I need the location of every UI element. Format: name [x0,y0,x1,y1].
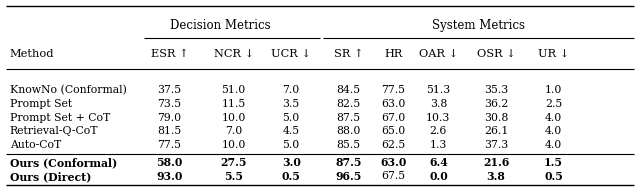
Text: 67.0: 67.0 [381,113,406,123]
Text: 93.0: 93.0 [156,171,183,182]
Text: 1.0: 1.0 [545,85,563,95]
Text: 1.3: 1.3 [429,140,447,150]
Text: 81.5: 81.5 [157,126,182,136]
Text: 5.0: 5.0 [283,140,300,150]
Text: 36.2: 36.2 [484,99,508,109]
Text: Ours (Conformal): Ours (Conformal) [10,157,117,168]
Text: 4.0: 4.0 [545,140,562,150]
Text: 82.5: 82.5 [337,99,361,109]
Text: 37.3: 37.3 [484,140,508,150]
Text: 77.5: 77.5 [157,140,182,150]
Text: 6.4: 6.4 [429,157,448,168]
Text: 65.0: 65.0 [381,126,406,136]
Text: ESR ↑: ESR ↑ [151,49,188,59]
Text: 7.0: 7.0 [283,85,300,95]
Text: 11.5: 11.5 [221,99,246,109]
Text: Ours (Direct): Ours (Direct) [10,171,91,182]
Text: 63.0: 63.0 [380,157,407,168]
Text: NCR ↓: NCR ↓ [214,49,253,59]
Text: 88.0: 88.0 [337,126,361,136]
Text: 21.6: 21.6 [483,157,509,168]
Text: Method: Method [10,49,54,59]
Text: 51.0: 51.0 [221,85,246,95]
Text: 4.5: 4.5 [283,126,300,136]
Text: 1.5: 1.5 [544,157,563,168]
Text: System Metrics: System Metrics [432,19,525,32]
Text: 3.8: 3.8 [486,171,506,182]
Text: OAR ↓: OAR ↓ [419,49,458,59]
Text: SR ↑: SR ↑ [334,49,364,59]
Text: 5.5: 5.5 [224,171,243,182]
Text: UCR ↓: UCR ↓ [271,49,311,59]
Text: 84.5: 84.5 [337,85,361,95]
Text: 10.0: 10.0 [221,113,246,123]
Text: 51.3: 51.3 [426,85,451,95]
Text: 3.8: 3.8 [429,99,447,109]
Text: UR ↓: UR ↓ [538,49,569,59]
Text: Auto-CoT: Auto-CoT [10,140,61,150]
Text: 77.5: 77.5 [381,85,406,95]
Text: 4.0: 4.0 [545,126,562,136]
Text: 96.5: 96.5 [335,171,362,182]
Text: 7.0: 7.0 [225,126,242,136]
Text: HR: HR [385,49,403,59]
Text: 85.5: 85.5 [337,140,361,150]
Text: 67.5: 67.5 [381,171,406,181]
Text: 37.5: 37.5 [157,85,182,95]
Text: 2.6: 2.6 [429,126,447,136]
Text: 35.3: 35.3 [484,85,508,95]
Text: 63.0: 63.0 [381,99,406,109]
Text: 3.0: 3.0 [282,157,301,168]
Text: Decision Metrics: Decision Metrics [170,19,271,32]
Text: 62.5: 62.5 [381,140,406,150]
Text: 5.0: 5.0 [283,113,300,123]
Text: KnowNo (Conformal): KnowNo (Conformal) [10,85,127,95]
Text: 3.5: 3.5 [283,99,300,109]
Text: 79.0: 79.0 [157,113,182,123]
Text: Prompt Set: Prompt Set [10,99,72,109]
Text: OSR ↓: OSR ↓ [477,49,515,59]
Text: 0.0: 0.0 [429,171,448,182]
Text: 26.1: 26.1 [484,126,508,136]
Text: 0.5: 0.5 [544,171,563,182]
Text: Prompt Set + CoT: Prompt Set + CoT [10,113,110,123]
Text: 10.3: 10.3 [426,113,451,123]
Text: 27.5: 27.5 [220,157,247,168]
Text: 0.5: 0.5 [282,171,301,182]
Text: 10.0: 10.0 [221,140,246,150]
Text: 87.5: 87.5 [335,157,362,168]
Text: Retrieval-Q-CoT: Retrieval-Q-CoT [10,126,98,136]
Text: 73.5: 73.5 [157,99,182,109]
Text: 87.5: 87.5 [337,113,361,123]
Text: 58.0: 58.0 [156,157,183,168]
Text: 2.5: 2.5 [545,99,562,109]
Text: 30.8: 30.8 [484,113,508,123]
Text: 4.0: 4.0 [545,113,562,123]
